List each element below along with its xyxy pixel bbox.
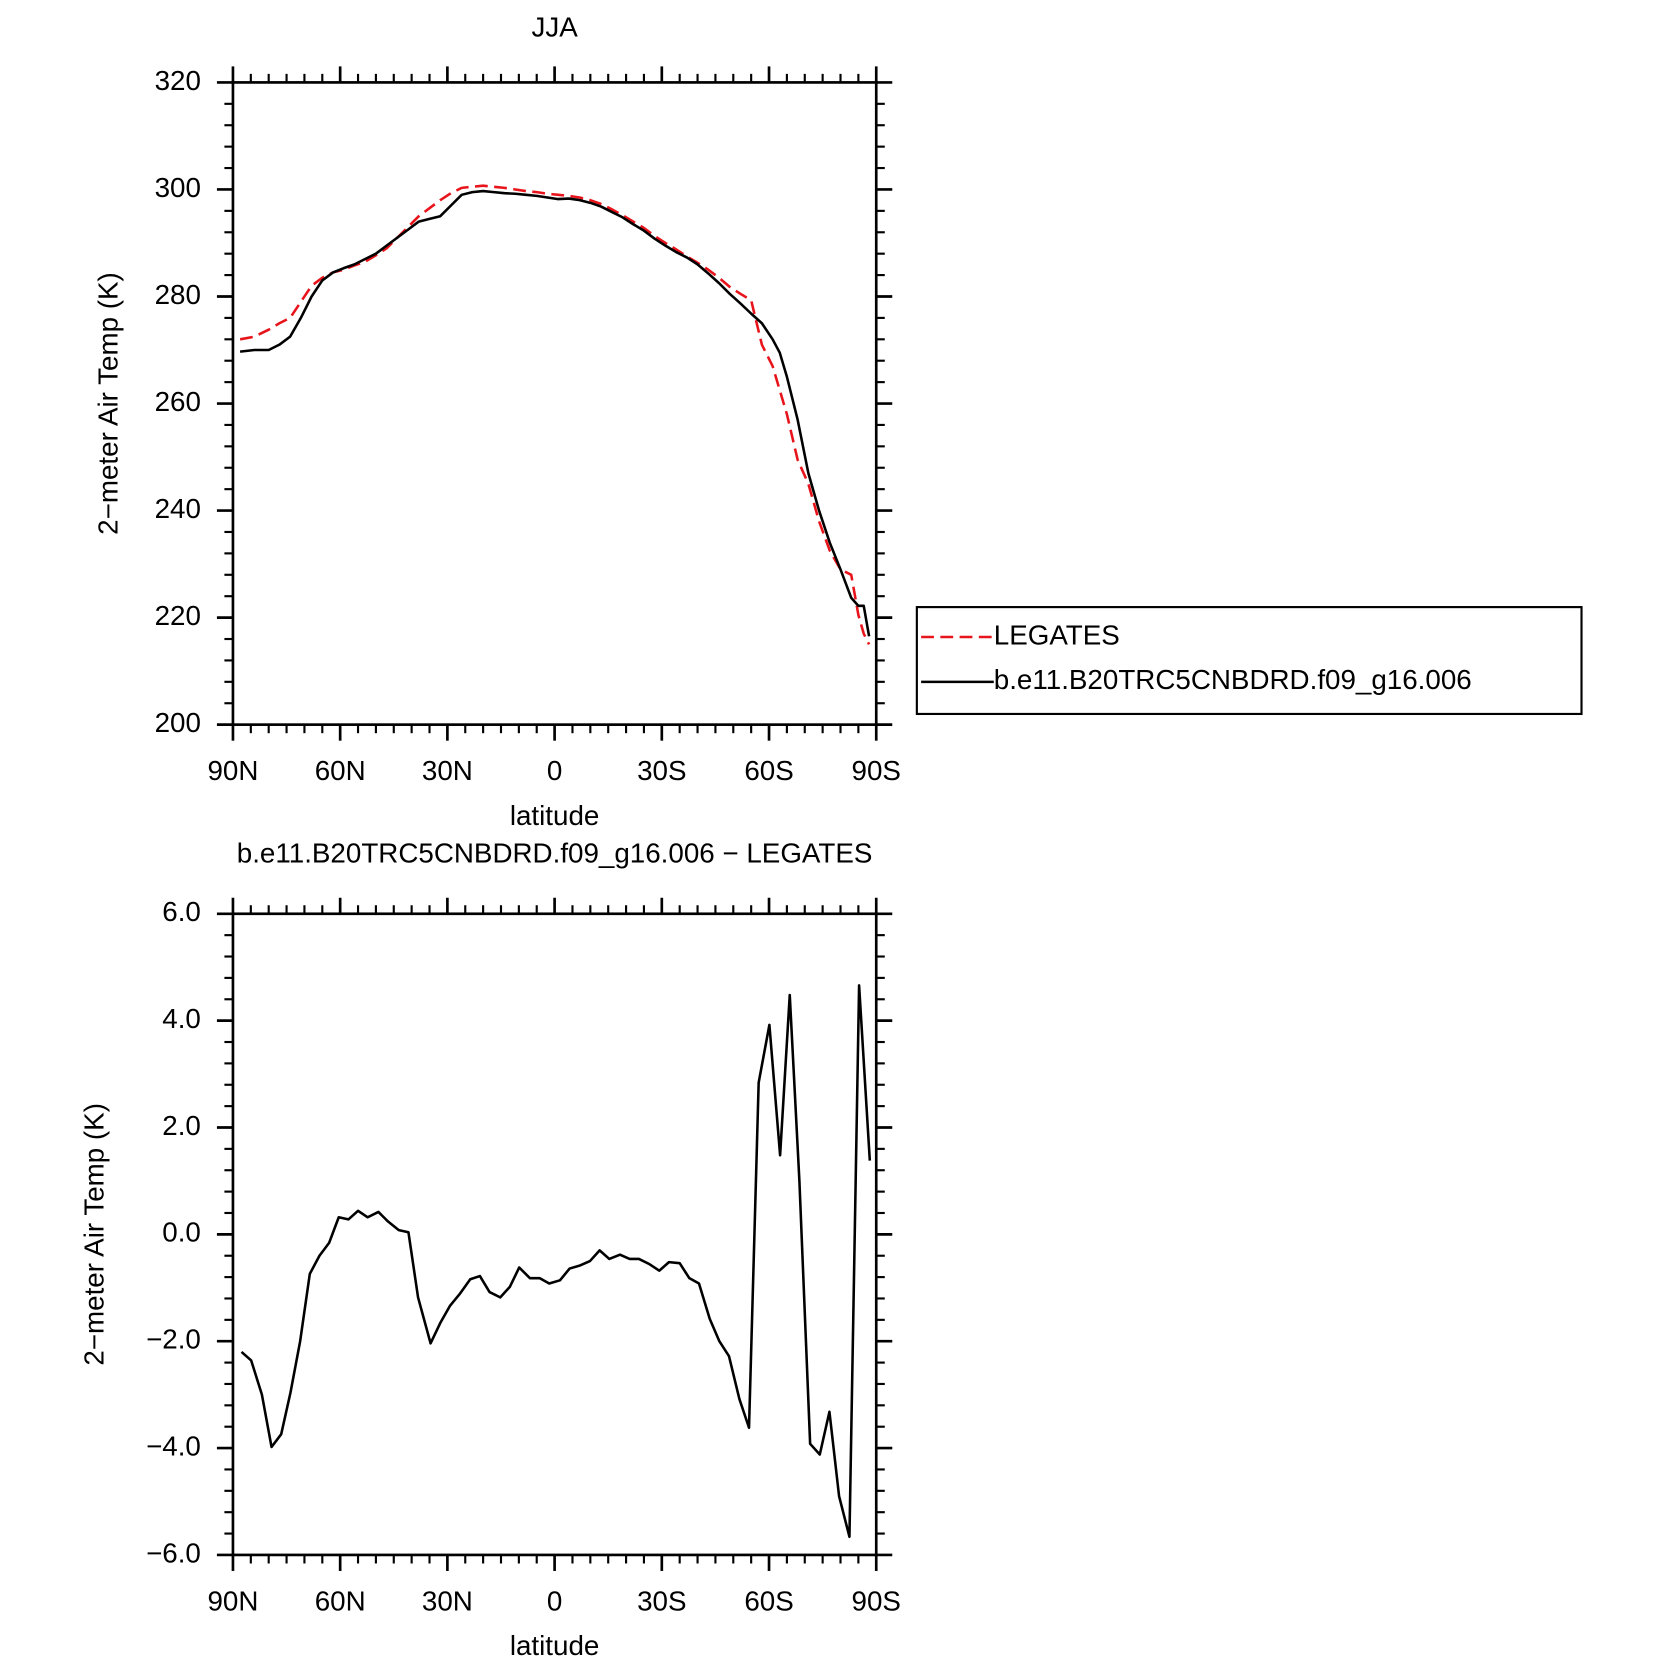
y-tick-label: 4.0 bbox=[162, 1003, 201, 1034]
y-tick-label: 2.0 bbox=[162, 1110, 201, 1141]
plot-frame bbox=[231, 912, 878, 1557]
legend-box bbox=[915, 606, 1583, 716]
y-tick-label: −2.0 bbox=[146, 1324, 201, 1355]
y-tick-label: 320 bbox=[155, 65, 201, 96]
x-tick-label: 90N bbox=[207, 755, 258, 786]
y-axis-label: 2−meter Air Temp (K) bbox=[79, 1103, 110, 1366]
y-tick-label: 300 bbox=[155, 172, 201, 203]
x-tick-label: 60N bbox=[315, 1585, 366, 1616]
x-tick-label: 30S bbox=[637, 755, 686, 786]
y-tick-label: 240 bbox=[155, 493, 201, 524]
data-line bbox=[239, 189, 871, 637]
y-tick-label: 220 bbox=[155, 600, 201, 631]
chart-title: JJA bbox=[531, 11, 578, 42]
legend-label: LEGATES bbox=[994, 619, 1120, 650]
x-tick-label: 90N bbox=[207, 1585, 258, 1616]
x-tick-label: 60S bbox=[744, 755, 793, 786]
plot-frame bbox=[231, 81, 878, 726]
x-axis-label: latitude bbox=[510, 800, 600, 831]
y-tick-label: 6.0 bbox=[162, 896, 201, 927]
x-tick-label: 60N bbox=[315, 755, 366, 786]
x-axis-label: latitude bbox=[510, 1630, 600, 1661]
y-axis-label: 2−meter Air Temp (K) bbox=[92, 272, 123, 535]
y-tick-label: −4.0 bbox=[146, 1430, 201, 1461]
x-tick-label: 0 bbox=[547, 1585, 562, 1616]
x-tick-label: 60S bbox=[744, 1585, 793, 1616]
y-tick-label: 0.0 bbox=[162, 1217, 201, 1248]
data-line bbox=[240, 984, 872, 1539]
y-tick-label: 280 bbox=[155, 279, 201, 310]
x-tick-label: 0 bbox=[547, 755, 562, 786]
x-tick-label: 90S bbox=[852, 755, 901, 786]
chart-title: b.e11.B20TRC5CNBDRD.f09_g16.006 − LEGATE… bbox=[237, 837, 873, 868]
y-tick-label: 200 bbox=[155, 707, 201, 738]
y-tick-label: 260 bbox=[155, 386, 201, 417]
x-tick-label: 30N bbox=[422, 755, 473, 786]
x-tick-label: 30N bbox=[422, 1585, 473, 1616]
legend-label: b.e11.B20TRC5CNBDRD.f09_g16.006 bbox=[994, 664, 1472, 695]
x-tick-label: 30S bbox=[637, 1585, 686, 1616]
y-tick-label: −6.0 bbox=[146, 1537, 201, 1568]
x-tick-label: 90S bbox=[852, 1585, 901, 1616]
data-line bbox=[239, 184, 871, 645]
